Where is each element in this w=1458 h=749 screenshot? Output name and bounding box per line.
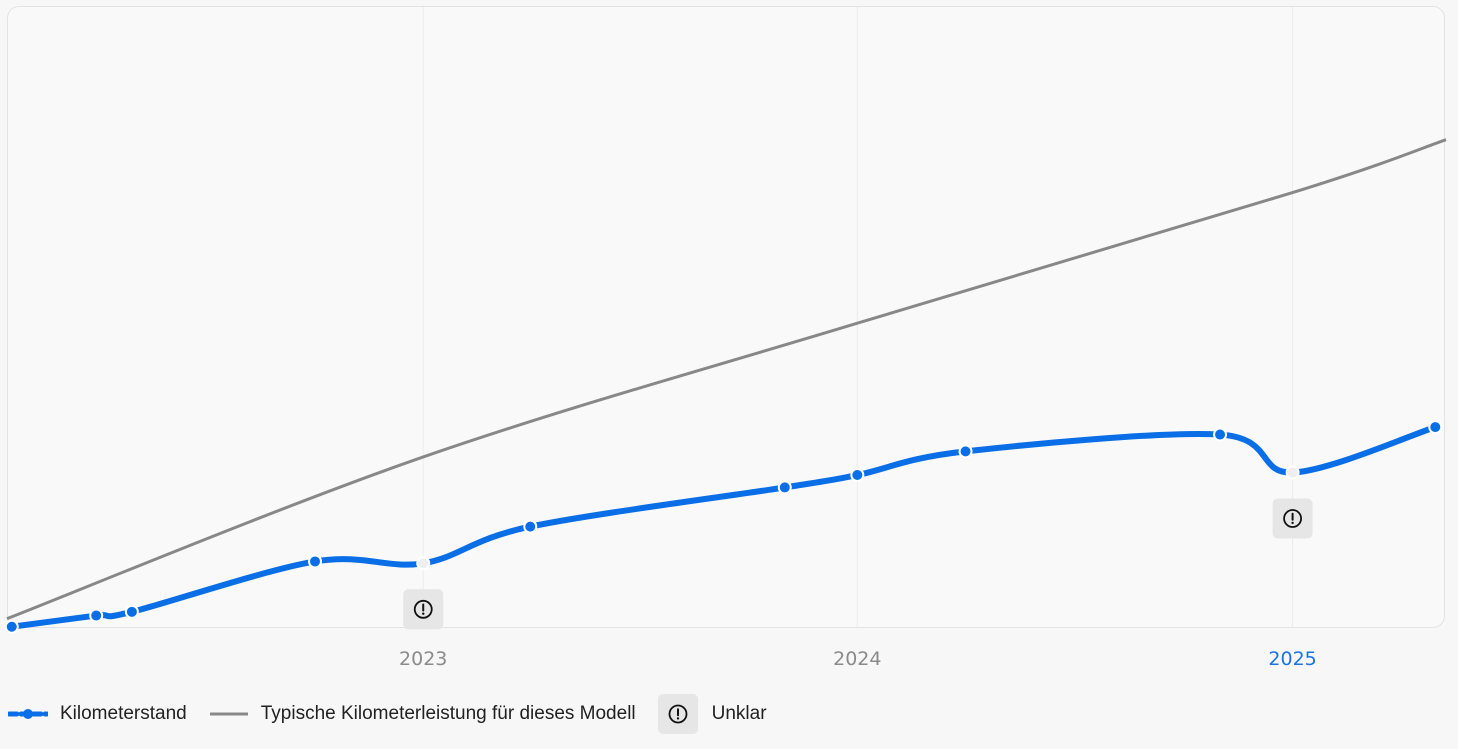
solid-line-icon	[209, 712, 248, 716]
typical-mileage-line	[6, 138, 1447, 621]
mileage-line	[8, 424, 1439, 630]
warning-icon-dot	[422, 612, 425, 615]
legend-label-typical: Typische Kilometerleistung für dieses Mo…	[260, 703, 636, 724]
data-point	[958, 444, 973, 459]
data-point	[850, 467, 865, 482]
legend: Kilometerstand Typische Kilometerleistun…	[8, 694, 789, 734]
x-tick-label-2024: 2024	[833, 648, 881, 670]
unclear-marker[interactable]	[1272, 498, 1313, 539]
data-point	[4, 619, 19, 634]
x-tick-label-2025: 2025	[1268, 648, 1316, 670]
x-axis-ticks: 2023 2024 2025	[399, 648, 1317, 670]
mileage-series	[8, 424, 1439, 630]
warning-icon	[657, 694, 698, 734]
mileage-points	[4, 420, 1443, 634]
legend-item-typical[interactable]: Typische Kilometerleistung für dieses Mo…	[209, 703, 636, 725]
legend-item-unklar[interactable]: Unklar	[657, 694, 767, 734]
dashed-line-dot-icon	[8, 709, 48, 719]
data-point	[124, 604, 139, 619]
x-tick-label-2023: 2023	[399, 648, 447, 670]
data-point-unclear	[1285, 465, 1300, 480]
data-point	[89, 608, 104, 623]
data-point	[308, 554, 323, 569]
data-point	[1213, 427, 1228, 442]
legend-item-kilometerstand[interactable]: Kilometerstand	[8, 703, 187, 725]
data-point	[1428, 420, 1443, 435]
legend-label-unklar: Unklar	[711, 703, 767, 724]
data-point	[777, 480, 792, 495]
grid-lines	[422, 7, 1294, 627]
unclear-marker[interactable]	[403, 589, 444, 630]
data-point-unclear	[416, 556, 431, 571]
unclear-markers[interactable]	[403, 498, 1313, 630]
typical-mileage-series	[6, 138, 1447, 621]
legend-label-kilometerstand: Kilometerstand	[60, 703, 187, 724]
warning-icon	[1283, 509, 1302, 528]
warning-icon	[413, 599, 433, 619]
data-point	[523, 519, 538, 534]
warning-icon-dot	[1291, 521, 1294, 525]
